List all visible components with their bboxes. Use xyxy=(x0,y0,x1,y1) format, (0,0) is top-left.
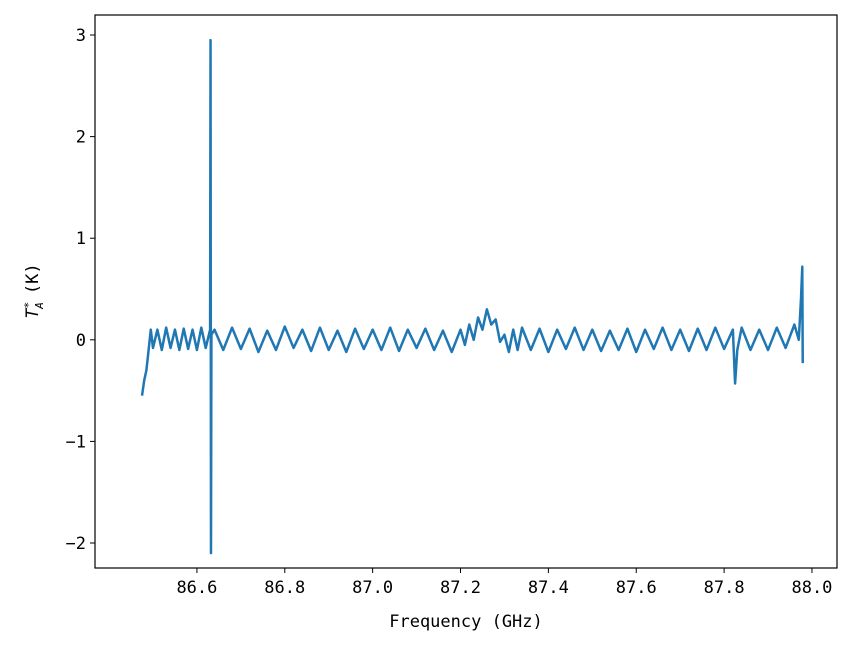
x-tick-label: 87.8 xyxy=(704,578,745,598)
x-axis-label: Frequency (GHz) xyxy=(389,612,543,632)
y-axis-label: T*A (K) xyxy=(22,263,46,318)
x-tick-label: 87.2 xyxy=(440,578,481,598)
x-tick-label: 86.8 xyxy=(264,578,305,598)
x-tick-label: 87.6 xyxy=(616,578,657,598)
x-tick-label: 87.4 xyxy=(528,578,569,598)
y-tick-label: 1 xyxy=(76,229,86,249)
x-tick-label: 86.6 xyxy=(176,578,217,598)
y-label-unit: (K) xyxy=(23,263,43,294)
y-label-sub: A xyxy=(33,302,46,310)
y-tick-label: 2 xyxy=(76,128,86,148)
x-tick-label: 88.0 xyxy=(791,578,832,598)
y-label-sup: * xyxy=(22,302,35,309)
plot-frame xyxy=(94,14,838,569)
y-label-symbol: T xyxy=(23,307,43,319)
y-tick-label: −1 xyxy=(66,432,86,452)
y-tick-label: 3 xyxy=(76,26,86,46)
spectrum-line xyxy=(140,38,804,555)
y-tick-label: 0 xyxy=(76,331,86,351)
y-tick-label: −2 xyxy=(66,534,86,554)
x-tick-label: 87.0 xyxy=(352,578,393,598)
